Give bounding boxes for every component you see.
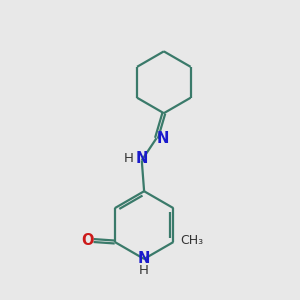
Text: CH₃: CH₃ <box>180 234 203 247</box>
Text: H: H <box>124 152 134 165</box>
Text: N: N <box>157 131 169 146</box>
Text: N: N <box>136 151 148 166</box>
Text: H: H <box>139 264 149 277</box>
Text: O: O <box>81 233 93 248</box>
Text: N: N <box>138 251 150 266</box>
